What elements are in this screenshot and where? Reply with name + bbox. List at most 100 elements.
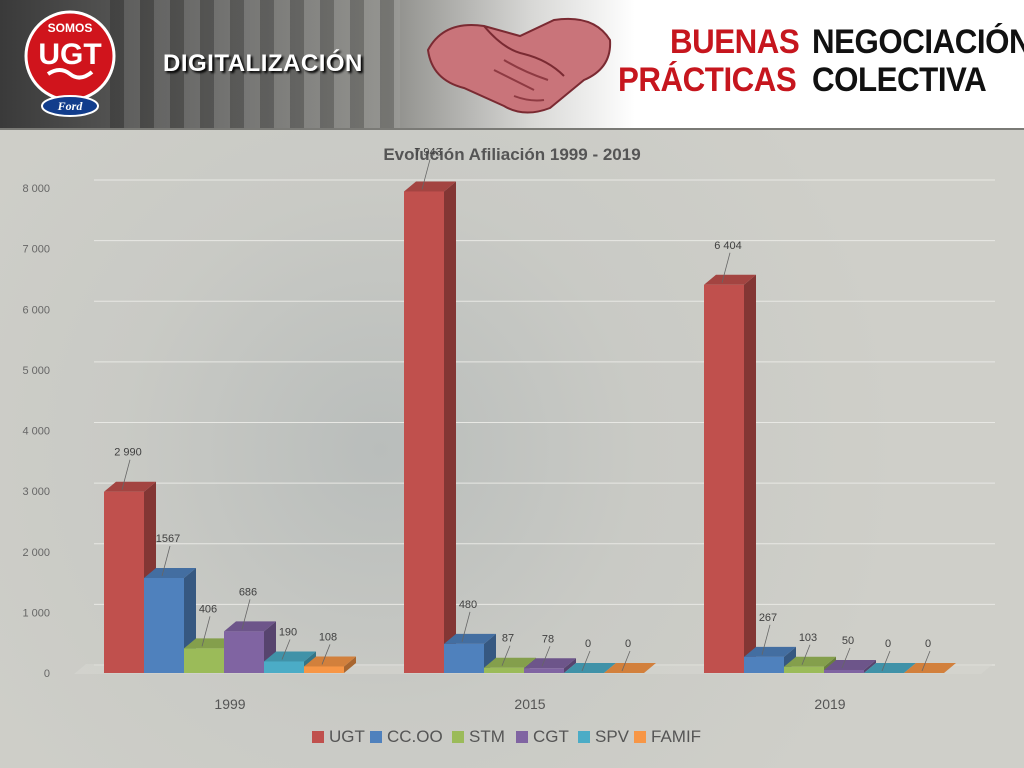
legend-item-stm: STM [452,727,505,746]
chart-title: Evolución Afiliación 1999 - 2019 [383,145,640,164]
bar-front [784,666,824,673]
bar-top [484,657,536,668]
legend-item-cgt: CGT [516,727,569,746]
bar-top [904,663,956,673]
bar-front [824,669,864,673]
bar-spv-2019 [864,663,916,673]
bar-front [224,631,264,673]
legend-swatch [370,731,382,743]
legend-swatch [312,731,324,743]
headline-buenas: BUENAS [670,23,800,61]
legend-swatch [452,731,464,743]
legend-item-famif: FAMIF [634,727,701,746]
data-label: 480 [459,599,477,611]
bar-front [484,667,524,673]
bar-spv-2015 [564,663,616,673]
y-tick-label: 8 000 [22,183,50,195]
bar-front [404,191,444,673]
bar-side [564,658,576,673]
data-label: 78 [542,633,554,645]
bar-side [344,656,356,673]
bar-side [744,274,756,673]
bar-front [704,284,744,673]
data-label: 686 [239,586,257,598]
bar-top [744,646,796,657]
data-label-leader [241,599,251,630]
data-label-leader [801,644,811,665]
bar-front [444,643,484,673]
bar-ugt-2019 [704,274,756,673]
data-label: 2 990 [114,447,142,459]
bar-top [604,663,656,673]
x-category-label: 1999 [214,696,245,712]
bar-front [524,668,564,673]
legend-label: CC.OO [387,727,443,746]
bar-side [444,181,456,673]
bar-cgt-2015 [524,658,576,673]
handshake-icon [426,17,612,114]
data-label-leader [841,647,851,669]
bar-top [524,658,576,669]
legend-label: FAMIF [651,727,701,746]
data-label: 50 [842,635,854,647]
legend-swatch [634,731,646,743]
data-label-leader [581,650,591,672]
data-label: 1567 [156,533,180,545]
y-tick-label: 2 000 [22,547,50,559]
data-label-leader [761,624,771,655]
bar-front [184,648,224,673]
digitalizacion-title: DIGITALIZACIÓN [163,50,363,77]
data-label: 0 [885,638,891,650]
data-label: 267 [759,612,777,624]
data-label-leader [921,650,931,672]
bar-top [444,633,496,644]
bar-ugt-2015 [404,181,456,673]
data-label-leader [881,650,891,672]
headline-colectiva: COLECTIVA [812,61,987,99]
chart-container: Evolución Afiliación 1999 - 2019 0 1 000 2… [0,130,1024,768]
data-label-leader [161,545,171,577]
data-label: 0 [625,638,631,650]
data-label-leader [201,616,211,647]
affiliation-chart: Evolución Afiliación 1999 - 2019 0 1 000 2… [22,145,995,746]
bar-front [264,661,304,673]
legend-item-ugt: UGT [312,727,365,746]
headline-practicas: PRÁCTICAS [618,61,797,99]
bar-famif-2015 [604,663,656,673]
bar-top [564,663,616,673]
header-photo-background [110,0,400,128]
legend-label: SPV [595,727,630,746]
data-label: 87 [502,633,514,645]
data-label-leader [461,611,471,643]
y-tick-label: 6 000 [22,304,50,316]
bar-front [744,656,784,673]
legend-label: UGT [329,727,365,746]
legend-item-ccoo: CC.OO [370,727,443,746]
svg-text:UGT: UGT [38,38,101,71]
y-tick-label: 4 000 [22,426,50,438]
bar-cgt-2019 [824,659,876,673]
x-category-label: 2015 [514,696,545,712]
data-label: 108 [319,631,337,643]
data-label: 0 [585,638,591,650]
data-label-leader [281,639,291,660]
bar-famif-1999 [304,656,356,673]
bar-top [784,656,836,667]
header-banner: SOMOS UGT Ford DIGITALIZACIÓN BUENAS NEG… [0,0,1024,130]
data-label-leader [721,252,731,283]
y-tick-label: 0 [44,668,50,680]
data-label: 190 [279,626,297,638]
data-label-leader [121,459,131,490]
bar-front [144,578,184,673]
bar-side [864,659,876,673]
ugt-ford-logo: SOMOS UGT Ford [24,10,116,117]
x-category-label: 2019 [814,696,845,712]
bar-top [864,663,916,673]
legend-swatch [578,731,590,743]
data-label-leader [501,645,511,666]
bar-ccoo-2015 [444,633,496,673]
data-label: 103 [799,632,817,644]
bar-front [104,491,144,673]
bar-top [264,651,316,662]
headline-negociacion: NEGOCIACIÓN [812,23,1024,61]
